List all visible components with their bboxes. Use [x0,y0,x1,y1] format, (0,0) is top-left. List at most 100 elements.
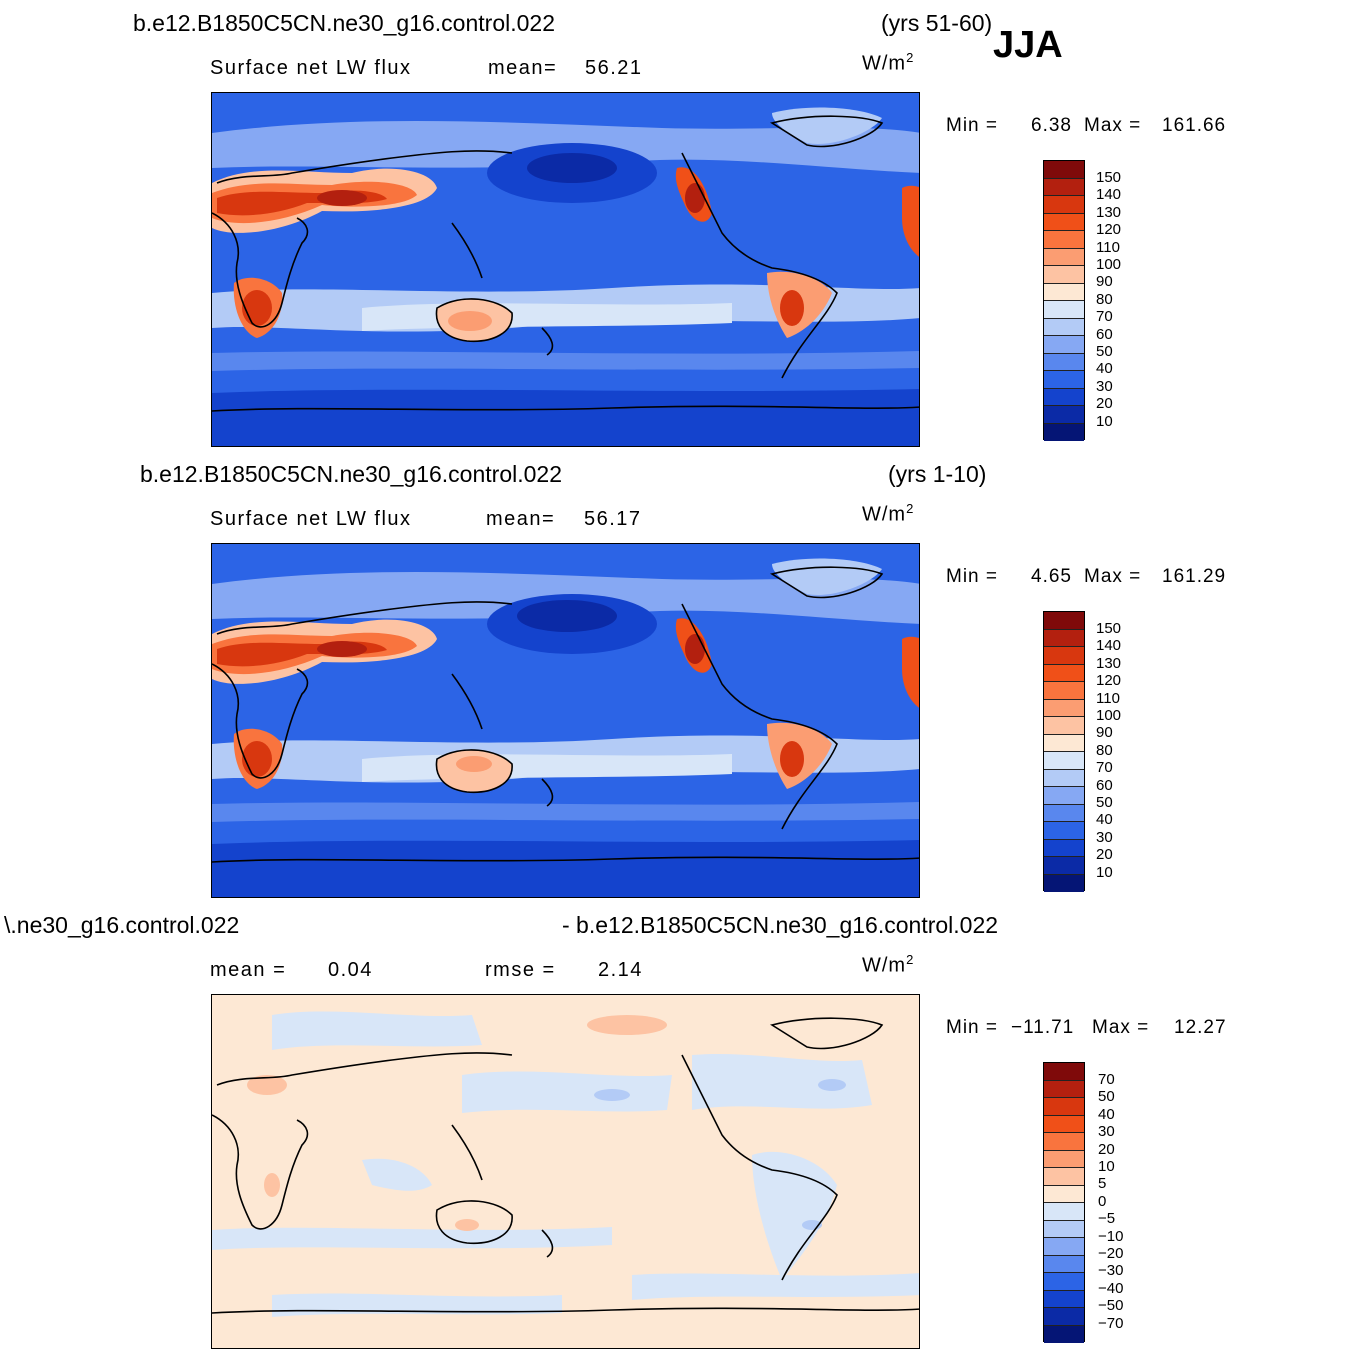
cbar1-label: 100 [1096,256,1122,274]
cbar1-label: 10 [1096,412,1113,430]
cbar1-swatch [1044,336,1084,354]
cbar3-label: 5 [1098,1175,1107,1193]
cbar2-swatch [1044,647,1084,665]
cbar2-swatch [1044,769,1084,787]
panel3-case-title-right: - b.e12.B1850C5CN.ne30_g16.control.022 [562,912,999,938]
panel3-rmse-label: rmse = [485,959,556,981]
cbar2-swatch [1044,752,1084,770]
panel1-max-label: Max = [1084,115,1142,136]
season-label: JJA [993,24,1063,66]
cbar2-swatch [1044,734,1084,752]
cbar2-label: 140 [1096,637,1122,655]
cbar1-label: 20 [1096,395,1113,413]
panel1-years: (yrs 51-60) [881,10,993,36]
cbar3-swatch [1044,1168,1084,1186]
cbar3-swatch [1044,1290,1084,1308]
panel3-case-title-left: \.ne30_g16.control.022 [4,912,240,938]
cbar1-swatch [1044,318,1084,336]
panel3-rmse-value: 2.14 [598,959,643,981]
cbar1-swatch [1044,266,1084,284]
panel2-units: W/m2 [862,501,915,526]
cbar3-swatch [1044,1150,1084,1168]
cbar3-label: 40 [1098,1105,1115,1123]
panel3-map [211,994,920,1349]
cbar3-label: 70 [1098,1071,1115,1088]
cbar2-swatch [1044,804,1084,822]
cbar2-swatch [1044,874,1084,892]
cbar1-swatch [1044,231,1084,249]
cbar3-swatch [1044,1133,1084,1151]
cbar3-label: −30 [1098,1262,1124,1280]
cbar3-swatch [1044,1080,1084,1098]
cbar2-swatch [1044,717,1084,735]
cbar3-label: −40 [1098,1279,1124,1297]
panel3-colorbar-labels: 70 50 40 30 20 10 5 0 −5 −10 −20 −30 −40… [1098,1071,1123,1332]
cbar3-label: −20 [1098,1245,1124,1263]
cbar1-label: 140 [1096,186,1122,204]
cbar1-swatch [1044,371,1084,389]
cbar3-swatch [1044,1255,1084,1273]
cbar3-label: 30 [1098,1123,1115,1141]
cbar3-label: 50 [1098,1088,1115,1106]
panel1-mean-value: 56.21 [585,57,643,79]
cbar2-label: 110 [1096,689,1120,707]
cbar1-swatch [1044,213,1084,231]
panel2-max-label: Max = [1084,566,1142,587]
panel2-colorbar-labels: 150 140 130 120 110 100 90 80 70 60 50 4… [1096,620,1121,881]
panel1-case-title: b.e12.B1850C5CN.ne30_g16.control.022 [133,10,555,36]
panel3-mean-value: 0.04 [328,959,373,981]
cbar1-label: 130 [1096,203,1122,221]
cbar2-label: 60 [1096,776,1113,794]
cbar2-label: 120 [1096,672,1122,690]
cbar2-swatch [1044,857,1084,875]
cbar3-swatch [1044,1273,1084,1291]
panel2-mean-label: mean= [486,508,556,530]
panel1-units: W/m2 [862,50,915,75]
cbar1-swatch [1044,248,1084,266]
cbar2-swatch [1044,787,1084,805]
cbar1-swatch [1044,196,1084,214]
cbar3-label: 10 [1098,1158,1115,1176]
cbar1-label: 120 [1096,221,1122,239]
panel3-colorbar [1043,1062,1085,1343]
panel3-min-value: −11.71 [1011,1017,1075,1038]
panel1-colorbar-labels: 150 140 130 120 110 100 90 80 70 60 50 4… [1096,169,1121,430]
panel3-max-value: 12.27 [1174,1017,1227,1038]
panel3-max-label: Max = [1092,1017,1150,1038]
cbar2-label: 70 [1096,759,1113,777]
panel1-variable: Surface net LW flux [210,57,412,79]
cbar1-label: 50 [1096,343,1113,361]
panel1-max-value: 161.66 [1162,115,1227,136]
cbar1-swatch [1044,161,1084,179]
cbar1-swatch [1044,178,1084,196]
cbar3-swatch [1044,1220,1084,1238]
cbar2-swatch [1044,612,1084,630]
cbar1-label: 90 [1096,273,1113,291]
cbar3-label: 0 [1098,1192,1107,1210]
cbar1-label: 110 [1096,238,1120,256]
cbar3-swatch [1044,1063,1084,1081]
cbar2-swatch [1044,629,1084,647]
panel1-min-value: 6.38 [1031,115,1072,136]
cbar1-label: 60 [1096,325,1113,343]
cbar1-swatch [1044,353,1084,371]
cbar2-swatch [1044,839,1084,857]
panel3-min-label: Min = [946,1017,998,1038]
panel2-mean-value: 56.17 [584,508,642,530]
cbar1-label: 150 [1096,169,1122,186]
cbar3-label: −50 [1098,1297,1124,1315]
cbar1-swatch [1044,406,1084,424]
panel2-max-value: 161.29 [1162,566,1227,587]
cbar2-swatch [1044,699,1084,717]
cbar2-label: 30 [1096,828,1113,846]
cbar3-swatch [1044,1185,1084,1203]
cbar3-swatch [1044,1325,1084,1343]
panel1-mean-label: mean= [488,57,558,79]
cbar2-label: 130 [1096,654,1122,672]
cbar2-label: 150 [1096,620,1122,637]
cbar3-label: −10 [1098,1227,1124,1245]
cbar2-label: 10 [1096,863,1113,881]
cbar2-label: 20 [1096,846,1113,864]
panel2-min-value: 4.65 [1031,566,1072,587]
cbar3-swatch [1044,1203,1084,1221]
